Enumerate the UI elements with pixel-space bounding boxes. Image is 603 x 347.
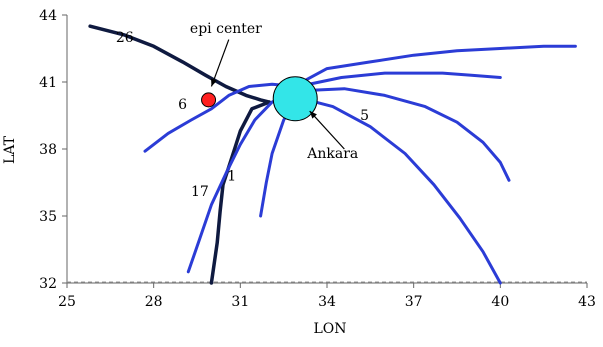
series-layer <box>88 24 577 285</box>
annotation-label: epi center <box>190 21 262 37</box>
y-tick-label: 32 <box>39 276 57 292</box>
annotation-label: Ankara <box>306 146 358 162</box>
annotation-arrow <box>309 110 345 150</box>
epicenter-marker <box>201 92 217 108</box>
y-tick-label: 38 <box>39 142 57 158</box>
y-axis-title: LAT <box>2 135 18 164</box>
track-line-1 <box>209 100 271 285</box>
track-line-7 <box>296 71 502 88</box>
y-tick-label: 41 <box>39 75 57 91</box>
track-line-5 <box>296 96 502 285</box>
annotation-label: 6 <box>178 97 187 113</box>
annotation-label: 26 <box>116 30 134 46</box>
x-tick-label: 34 <box>318 294 336 310</box>
track-line-6 <box>296 87 511 182</box>
track-line-2 <box>143 82 300 153</box>
arrowhead <box>211 78 217 87</box>
track-line-8 <box>296 44 577 86</box>
axes: 25 28 31 34 37 40 43 32 35 38 41 44 <box>39 8 596 310</box>
x-tick-label: 40 <box>491 294 509 310</box>
annotation-label: 17 <box>191 184 209 200</box>
annotation-label: 1 <box>227 168 236 184</box>
arrowhead <box>309 111 317 119</box>
track-line-0 <box>88 24 271 104</box>
x-tick-label: 28 <box>145 294 163 310</box>
points-layer <box>201 76 318 122</box>
x-tick-label: 31 <box>231 294 249 310</box>
ankara-marker <box>272 76 318 122</box>
x-tick-label: 43 <box>578 294 596 310</box>
y-tick-label: 35 <box>39 209 57 225</box>
track-line-4 <box>186 87 300 274</box>
annotation-label: 5 <box>360 108 369 124</box>
x-ticks: 25 28 31 34 37 40 43 <box>58 283 596 310</box>
x-tick-label: 37 <box>405 294 423 310</box>
x-axis-title: LON <box>313 321 346 337</box>
annotation-arrow <box>210 39 230 87</box>
annotations-layer: epi center Ankara 26 6 5 1 17 <box>116 21 369 200</box>
y-ticks: 32 35 38 41 44 <box>39 8 67 292</box>
x-tick-label: 25 <box>58 294 76 310</box>
y-tick-label: 44 <box>39 8 57 24</box>
